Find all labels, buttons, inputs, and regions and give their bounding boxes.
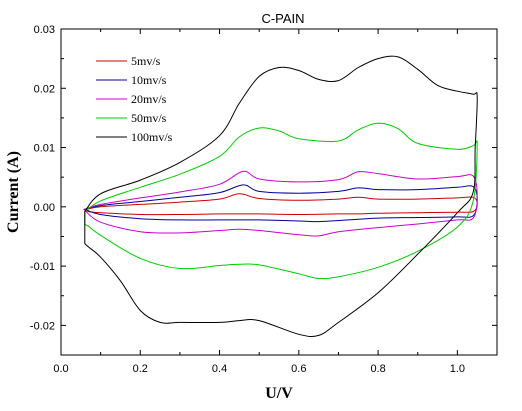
series-line-2 [84,170,478,237]
x-tick-label: 1.0 [450,363,465,375]
y-tick-label: 0.01 [34,143,55,155]
legend-label-4: 100mv/s [131,130,173,144]
chart-title: C-PAIN [261,11,304,26]
legend-label-2: 20mv/s [131,92,167,106]
y-tick-label: 0.00 [34,202,55,214]
legend-label-3: 50mv/s [131,111,167,125]
x-tick-label: 0.0 [53,363,68,375]
series-line-1 [82,184,478,223]
y-tick-label: 0.02 [34,83,55,95]
x-axis-label: U/V [265,385,293,402]
legend-label-1: 10mv/s [131,73,167,87]
series-line-3 [84,122,478,280]
y-tick-label: 0.03 [34,24,55,36]
plot-area [60,28,498,356]
legend: 5mv/s 10mv/s 20mv/s 50mv/s 100mv/s [96,54,173,144]
series-line-4 [84,55,478,338]
x-tick-label: 0.2 [133,363,148,375]
x-tick-label: 0.4 [212,363,227,375]
y-axis: -0.02 -0.01 0.00 0.01 0.02 0.03 [30,24,497,356]
x-axis: 0.0 0.2 0.4 0.6 0.8 1.0 [53,29,498,375]
x-tick-label: 0.8 [370,363,385,375]
y-tick-label: -0.01 [30,261,55,273]
y-tick-label: -0.02 [30,320,55,332]
y-axis-label: Current (A) [5,151,22,233]
plot-frame [60,28,498,356]
legend-label-0: 5mv/s [131,54,161,68]
x-tick-label: 0.6 [291,363,306,375]
